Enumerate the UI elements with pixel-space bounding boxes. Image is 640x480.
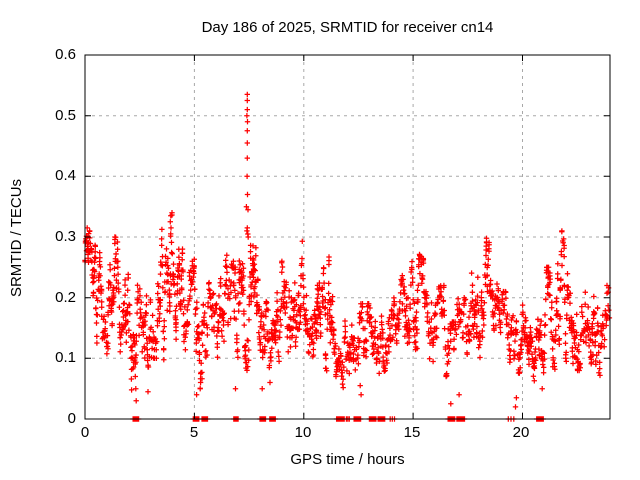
y-tick-label-0.5: 0.5 <box>55 107 76 124</box>
y-tick-label-0.2: 0.2 <box>55 289 76 306</box>
y-tick-label-0.1: 0.1 <box>55 349 76 366</box>
y-tick-label-0.6: 0.6 <box>55 46 76 63</box>
x-tick-label-0: 0 <box>80 424 90 441</box>
x-tick-label-5: 5 <box>189 424 199 441</box>
scatter-points <box>82 91 613 422</box>
x-tick-label-10: 10 <box>294 424 312 441</box>
y-tick-label-0: 0 <box>67 410 76 427</box>
y-tick-label-0.3: 0.3 <box>55 228 76 245</box>
y-tick-label-0.4: 0.4 <box>55 167 76 184</box>
y-axis-label: SRMTID / TECUs <box>8 178 25 298</box>
x-axis-label: GPS time / hours <box>290 451 405 468</box>
x-tick-label-20: 20 <box>512 424 530 441</box>
chart-title: Day 186 of 2025, SRMTID for receiver cn1… <box>201 19 494 36</box>
x-tick-label-15: 15 <box>403 424 421 441</box>
